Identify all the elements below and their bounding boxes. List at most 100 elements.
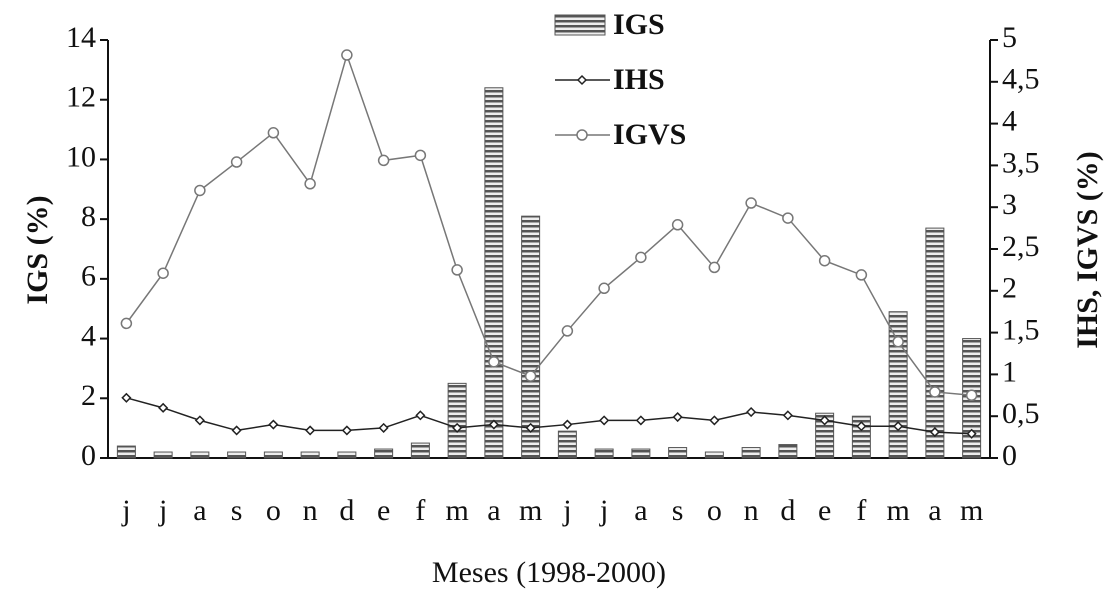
point bbox=[488, 356, 500, 368]
x-tick-label: s bbox=[672, 494, 684, 527]
x-tick-label: j bbox=[158, 494, 167, 527]
y-tick-label: 14 bbox=[66, 21, 96, 54]
y2-tick-label: 4 bbox=[1002, 104, 1017, 137]
point bbox=[304, 178, 316, 190]
y2-tick-label: 3,5 bbox=[1002, 146, 1040, 179]
point bbox=[635, 415, 646, 426]
bar bbox=[153, 451, 173, 459]
bar bbox=[594, 448, 614, 459]
bar bbox=[263, 451, 283, 459]
y-tick-label: 4 bbox=[81, 319, 96, 352]
bar bbox=[815, 412, 835, 459]
y2-tick-label: 2 bbox=[1002, 272, 1017, 305]
x-tick-label: e bbox=[377, 494, 390, 527]
point bbox=[929, 386, 941, 398]
bar bbox=[374, 448, 394, 459]
point bbox=[965, 389, 978, 402]
legend-label: IGVS bbox=[613, 118, 686, 151]
bar bbox=[631, 448, 651, 459]
x-tick-label: d bbox=[339, 494, 354, 527]
bar bbox=[888, 311, 908, 459]
x-tick-label: d bbox=[780, 494, 795, 527]
x-tick-label: a bbox=[928, 494, 941, 527]
point bbox=[892, 336, 904, 348]
y-tick-label: 12 bbox=[66, 81, 96, 114]
x-axis-title: Meses (1998-2000) bbox=[432, 556, 666, 589]
bar bbox=[778, 444, 798, 459]
bar bbox=[227, 451, 247, 459]
bar bbox=[410, 442, 430, 459]
line bbox=[125, 52, 972, 397]
bar bbox=[704, 451, 724, 459]
point bbox=[268, 419, 279, 430]
y2-axis-title: IHS, IGVS (%) bbox=[1071, 151, 1104, 349]
y2-tick-label: 1 bbox=[1002, 355, 1017, 388]
point bbox=[230, 156, 243, 168]
bar bbox=[300, 451, 320, 459]
point bbox=[561, 325, 574, 337]
legend-label: IGS bbox=[613, 8, 665, 41]
bar bbox=[557, 430, 577, 459]
bar bbox=[484, 87, 504, 459]
x-tick-label: s bbox=[231, 494, 243, 527]
point bbox=[672, 411, 683, 423]
bar bbox=[668, 447, 688, 459]
y2-tick-label: 5 bbox=[1002, 21, 1017, 54]
bar bbox=[521, 215, 541, 459]
line bbox=[126, 397, 972, 435]
point bbox=[157, 267, 169, 279]
point bbox=[452, 422, 463, 433]
y-tick-label: 6 bbox=[81, 260, 96, 293]
point bbox=[120, 317, 133, 330]
x-tick-label: m bbox=[960, 494, 983, 527]
x-tick-label: m bbox=[445, 494, 468, 527]
point bbox=[966, 428, 977, 439]
point bbox=[377, 154, 390, 167]
y-tick-label: 10 bbox=[66, 140, 96, 173]
y-axis-title: IGS (%) bbox=[21, 195, 54, 304]
y-tick-label: 2 bbox=[81, 379, 96, 412]
point bbox=[599, 415, 610, 426]
point bbox=[121, 392, 132, 403]
bar bbox=[337, 451, 357, 459]
y-tick-label: 0 bbox=[81, 439, 96, 472]
point bbox=[782, 212, 794, 224]
x-tick-label: m bbox=[519, 494, 542, 527]
point bbox=[267, 127, 280, 139]
point bbox=[158, 402, 169, 413]
y-tick-label: 8 bbox=[81, 200, 96, 233]
point bbox=[598, 282, 610, 295]
x-tick-label: o bbox=[266, 494, 281, 527]
point bbox=[231, 425, 242, 436]
legend-marker bbox=[576, 74, 588, 86]
point bbox=[451, 264, 463, 276]
point bbox=[782, 410, 793, 421]
x-tick-label: j bbox=[599, 494, 608, 527]
y2-tick-label: 2,5 bbox=[1002, 230, 1040, 263]
bar bbox=[925, 227, 945, 459]
point bbox=[818, 254, 831, 267]
y2-tick-label: 0,5 bbox=[1002, 397, 1040, 430]
point bbox=[745, 197, 757, 209]
x-tick-label: m bbox=[886, 494, 909, 527]
point bbox=[378, 422, 389, 433]
point bbox=[929, 427, 940, 438]
point bbox=[635, 251, 647, 264]
point bbox=[856, 421, 867, 432]
legend-swatch bbox=[554, 14, 606, 36]
x-tick-label: j bbox=[121, 494, 130, 527]
legend-marker bbox=[576, 129, 588, 141]
point bbox=[893, 421, 904, 432]
point bbox=[341, 49, 353, 61]
point bbox=[819, 415, 830, 426]
bar bbox=[190, 451, 210, 459]
point bbox=[341, 425, 352, 436]
x-tick-label: n bbox=[303, 494, 318, 527]
x-tick-label: o bbox=[707, 494, 722, 527]
x-tick-label: a bbox=[487, 494, 500, 527]
y2-tick-label: 3 bbox=[1002, 188, 1017, 221]
point bbox=[305, 425, 316, 436]
point bbox=[415, 410, 426, 421]
y2-tick-label: 1,5 bbox=[1002, 313, 1040, 346]
x-tick-label: a bbox=[193, 494, 206, 527]
